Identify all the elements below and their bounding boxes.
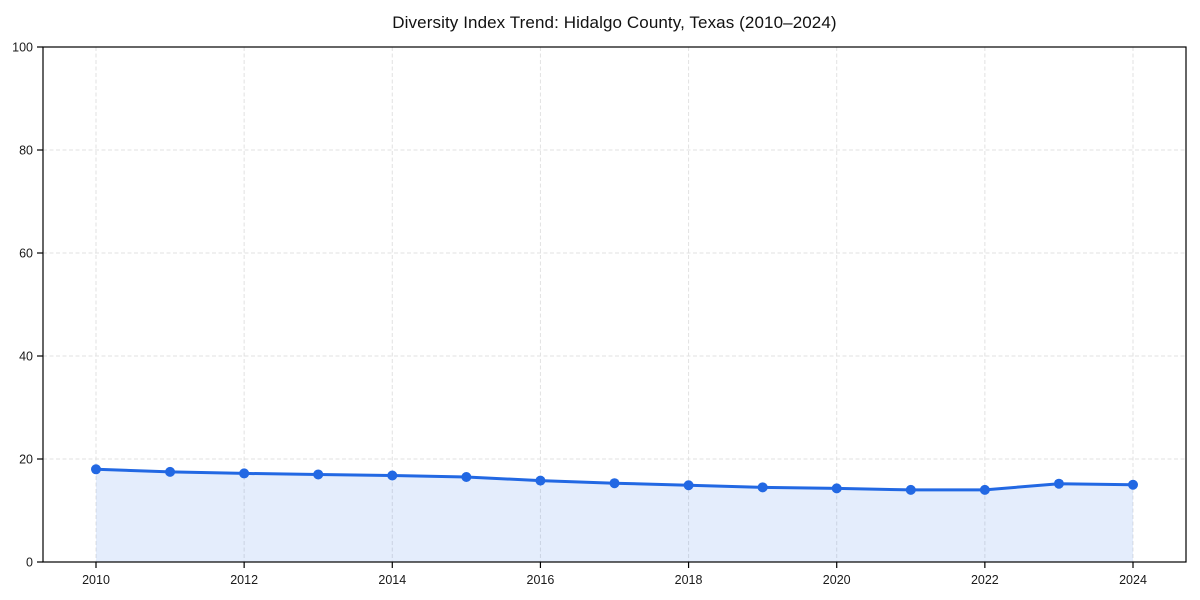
series-area-fill — [96, 469, 1133, 562]
data-point — [535, 475, 546, 486]
data-point — [165, 466, 176, 477]
data-point — [387, 470, 398, 481]
x-tick-label: 2018 — [675, 573, 703, 587]
y-tick-label: 60 — [19, 247, 33, 261]
x-tick-label: 2012 — [230, 573, 258, 587]
data-point — [1053, 478, 1064, 489]
x-tick-label: 2024 — [1119, 573, 1147, 587]
data-point — [609, 478, 620, 489]
data-point — [905, 484, 916, 495]
x-tick-label: 2016 — [527, 573, 555, 587]
x-tick-label: 2022 — [971, 573, 999, 587]
x-tick-label: 2020 — [823, 573, 851, 587]
y-tick-label: 20 — [19, 453, 33, 467]
x-tick-label: 2014 — [378, 573, 406, 587]
data-point — [91, 464, 101, 475]
data-point — [313, 469, 324, 480]
data-point — [831, 483, 842, 494]
data-point — [979, 484, 990, 495]
plot-border — [42, 46, 1187, 563]
y-tick-label: 80 — [19, 144, 33, 158]
data-point — [757, 482, 768, 493]
chart-title: Diversity Index Trend: Hidalgo County, T… — [392, 13, 837, 32]
data-point — [1128, 479, 1138, 490]
y-tick-label: 0 — [26, 556, 33, 570]
x-tick-label: 2010 — [82, 573, 110, 587]
data-point — [239, 468, 250, 479]
data-point — [461, 472, 472, 483]
data-point — [683, 480, 694, 491]
y-tick-label: 100 — [12, 41, 33, 55]
y-tick-label: 40 — [19, 350, 33, 364]
